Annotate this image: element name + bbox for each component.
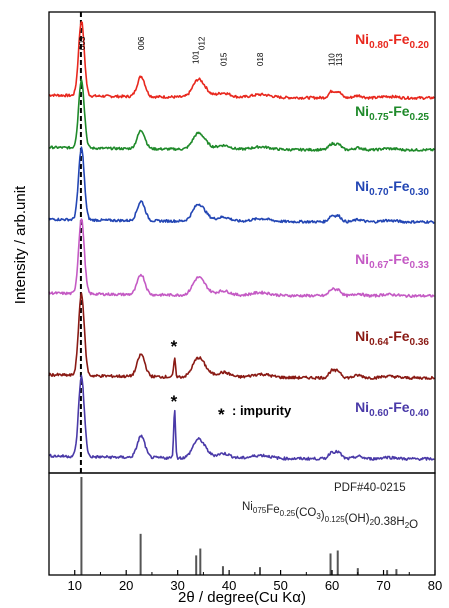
impurity-star-mark: *: [171, 337, 178, 356]
impurity-star-symbol: *: [218, 405, 225, 424]
peak-index-label: 003: [78, 36, 87, 50]
series-label: Ni0.75-Fe0.25: [355, 103, 429, 123]
plot-frame-lower: [48, 472, 436, 576]
x-tick-label: 80: [428, 578, 442, 593]
x-tick-label: 70: [376, 578, 390, 593]
series-line-2: [48, 146, 435, 224]
reference-pattern-panel: PDF#40-0215 Ni075Fe0.25(CO3)0.125(OH)20.…: [80, 477, 418, 575]
x-tick-label: 50: [273, 578, 287, 593]
series-group: [48, 21, 435, 461]
series-label: Ni0.60-Fe0.40: [355, 399, 429, 419]
x-tick-label: 30: [170, 578, 184, 593]
series-line-0: [48, 21, 435, 100]
series-labels: Ni0.80-Fe0.20 Ni0.75-Fe0.25 Ni0.70-Fe0.30 N…: [355, 31, 429, 419]
peak-index-label: 110: [328, 53, 337, 66]
series-label: Ni0.80-Fe0.20: [355, 31, 429, 51]
y-axis-label: Intensity / arb.unit: [12, 185, 29, 304]
x-axis-label: 2θ / degree(Cu Kα): [178, 589, 306, 606]
x-axis: 10 20 30 40 50 60 70 80: [48, 570, 442, 593]
series-line-3: [48, 218, 435, 298]
impurity-stars: **: [171, 337, 178, 411]
peak-index-label: 012: [197, 36, 206, 50]
series-line-4: [48, 292, 435, 380]
peak-index-label: 015: [219, 52, 228, 66]
peak-index-label: 006: [137, 36, 146, 50]
series-line-1: [48, 78, 435, 152]
impurity-annotation: * : impurity: [218, 403, 292, 424]
series-label: Ni0.67-Fe0.33: [355, 251, 429, 271]
reference-formula: Ni075Fe0.25(CO3)0.125(OH)20.38H2O: [242, 501, 418, 531]
x-tick-label: 10: [67, 578, 81, 593]
peak-index-label: 018: [256, 52, 265, 66]
series-label: Ni0.70-Fe0.30: [355, 178, 429, 198]
x-tick-label: 20: [119, 578, 133, 593]
peak-index-label: 113: [335, 53, 344, 66]
peak-index-label: 101: [192, 50, 201, 64]
impurity-star-mark: *: [171, 392, 178, 411]
x-tick-label: 40: [222, 578, 236, 593]
series-line-5: [49, 374, 435, 461]
impurity-annotation-text: : impurity: [232, 403, 292, 418]
series-label: Ni0.64-Fe0.36: [355, 328, 429, 348]
pdf-card-code: PDF#40-0215: [334, 482, 406, 494]
x-tick-label: 60: [325, 578, 339, 593]
